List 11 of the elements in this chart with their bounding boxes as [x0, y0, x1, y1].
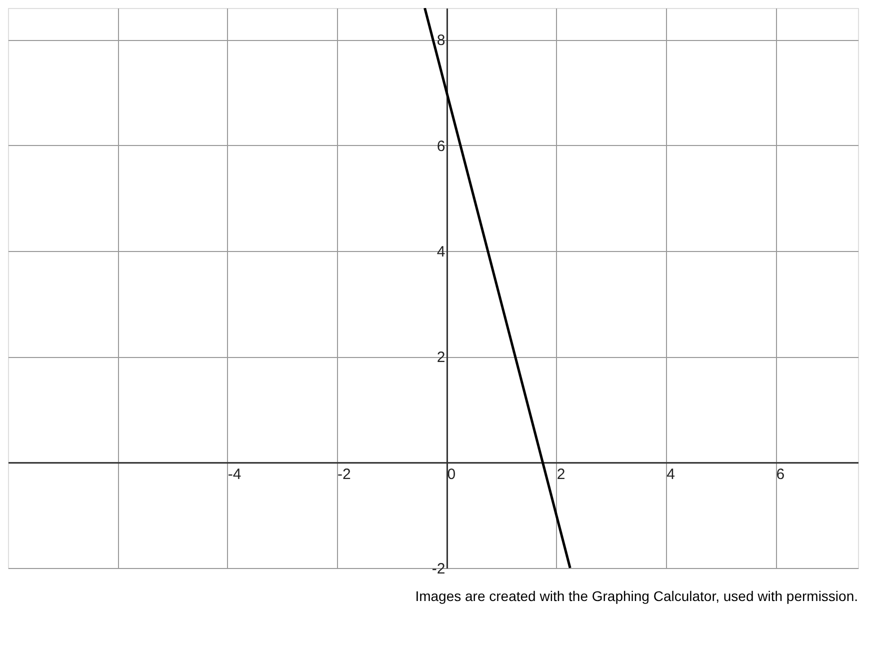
x-tick-label: 2	[556, 466, 566, 483]
x-tick-label: 6	[776, 466, 785, 483]
y-tick-label: 6	[436, 138, 446, 155]
y-tick-label: 4	[436, 244, 446, 261]
x-tick-label: -4	[228, 466, 242, 483]
x-tick-label: -2	[338, 466, 351, 483]
text: Images are created with the Graphing Calculator, used with permission.	[415, 588, 858, 604]
y-tick-label: 2	[436, 349, 446, 366]
y-tick-label: -2	[432, 560, 446, 578]
x-tick-label: 4	[666, 466, 675, 483]
y-tick-label: 8	[436, 32, 446, 50]
